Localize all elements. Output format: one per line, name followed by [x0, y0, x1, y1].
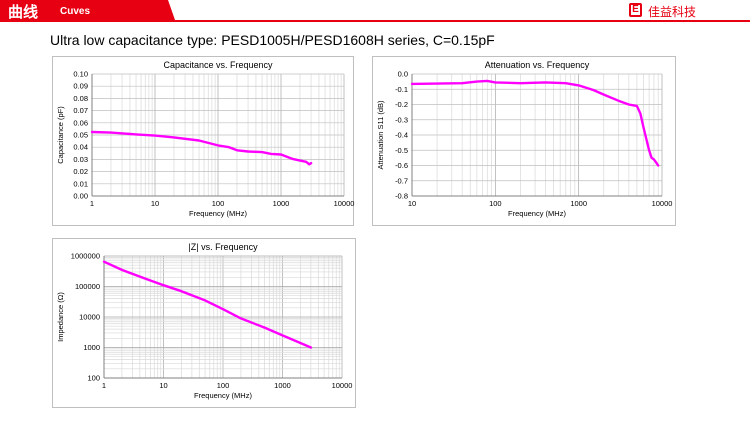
series-line	[90, 130, 313, 166]
x-tick-label: 10	[159, 381, 167, 390]
y-tick-label: -0.3	[395, 115, 408, 124]
logo-icon: E	[629, 3, 642, 17]
y-tick-label: 0.05	[73, 131, 88, 140]
y-tick-label: 0.02	[73, 167, 88, 176]
y-tick-label: -0.1	[395, 85, 408, 94]
x-tick-label: 1000	[274, 381, 291, 390]
header-divider	[0, 20, 750, 22]
x-tick-label: 10	[408, 199, 416, 208]
chart-frame	[372, 56, 676, 226]
y-tick-label: 0.06	[73, 118, 88, 127]
header-subtitle: Cuves	[60, 6, 91, 17]
y-tick-label: 0.08	[73, 94, 88, 103]
y-axis-label: Attenuation S11 (dB)	[376, 100, 385, 170]
y-tick-label: 1000	[83, 343, 100, 352]
x-tick-label: 100	[217, 381, 230, 390]
y-tick-label: -0.8	[395, 192, 408, 201]
x-axis-label: Frequency (MHz)	[189, 209, 247, 218]
y-tick-label: 0.07	[73, 106, 88, 115]
y-tick-label: 0.04	[73, 143, 88, 152]
y-tick-label: 1000000	[71, 252, 100, 261]
y-axis-label: Impedance (Ω)	[56, 292, 65, 342]
header-title: 曲线	[8, 3, 39, 21]
chart-attenuation: 10 100 1000 10000 0.0 -0.1 -0.2 -0.3 -0.4 -0.5 -0.…	[372, 56, 676, 226]
y-tick-label: 100000	[75, 282, 100, 291]
x-tick-label: 10	[151, 199, 159, 208]
y-tick-label: -0.5	[395, 146, 408, 155]
brand-name: 佳益科技	[648, 5, 697, 19]
x-axis-label: Frequency (MHz)	[194, 391, 252, 400]
x-tick-label: 1000	[273, 199, 290, 208]
y-tick-label: 0.10	[73, 70, 88, 79]
series-line	[102, 260, 313, 349]
x-axis-label: Frequency (MHz)	[508, 209, 566, 218]
y-axis-label: Capacitance (pF)	[56, 106, 65, 164]
y-tick-label: -0.6	[395, 161, 408, 170]
x-tick-label: 10000	[332, 381, 353, 390]
chart-title: Attenuation vs. Frequency	[485, 60, 590, 70]
series-line	[410, 79, 660, 167]
x-tick-label: 100	[212, 199, 225, 208]
chart-capacitance: 1 10 100 1000 10000 0.00 0.01 0.02 0.03 0.04 0.05 0…	[52, 56, 354, 226]
header-bar: 曲线 Cuves E 佳益科技	[0, 0, 750, 22]
x-tick-label: 10000	[334, 199, 355, 208]
x-tick-label: 10000	[652, 199, 673, 208]
y-tick-label: 0.03	[73, 155, 88, 164]
page-heading: Ultra low capacitance type: PESD1005H/PE…	[50, 32, 495, 48]
y-tick-label: 0.09	[73, 82, 88, 91]
y-tick-label: 0.01	[73, 179, 88, 188]
y-tick-label: 100	[87, 374, 100, 383]
y-tick-label: -0.7	[395, 176, 408, 185]
y-tick-label: 0.00	[73, 192, 88, 201]
chart-title: Capacitance vs. Frequency	[163, 60, 273, 70]
y-tick-label: -0.4	[395, 131, 408, 140]
x-tick-label: 1	[90, 199, 94, 208]
chart-frame	[52, 238, 356, 408]
y-tick-label: -0.2	[395, 100, 408, 109]
x-tick-label: 1	[102, 381, 106, 390]
x-tick-label: 1000	[570, 199, 587, 208]
x-tick-label: 100	[489, 199, 502, 208]
y-tick-label: 10000	[79, 313, 100, 322]
chart-title: |Z| vs. Frequency	[188, 242, 258, 252]
y-tick-label: 0.0	[398, 70, 408, 79]
header-tab	[0, 0, 175, 20]
chart-impedance: 1 10 100 1000 10000 100 1000 10000 100000 1000000…	[52, 238, 356, 408]
